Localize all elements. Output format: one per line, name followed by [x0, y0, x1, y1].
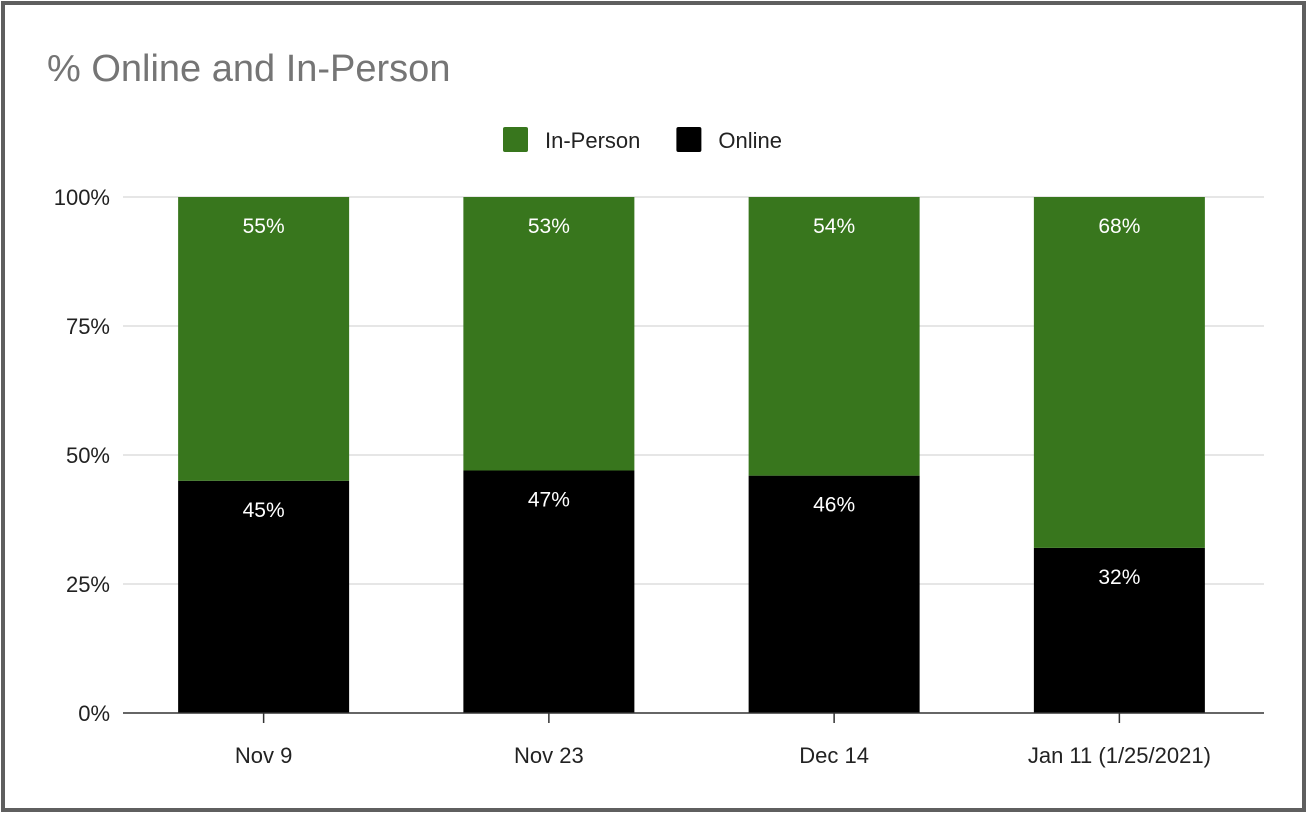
- data-label: 32%: [1098, 566, 1140, 589]
- axes: 0% 25% 50% 75% 100% Nov 9 Nov 23 Dec 14 Jan 11 (…: [54, 185, 1264, 768]
- data-label: 54%: [813, 215, 855, 238]
- data-label: 55%: [243, 215, 285, 238]
- bar-online-segment: [178, 480, 350, 713]
- x-tick-label: Nov 23: [514, 743, 584, 768]
- legend-swatch: [676, 127, 702, 152]
- legend: In-Person Online: [503, 127, 782, 153]
- bar-online-segment: [748, 475, 920, 713]
- bar-in-person-segment: [1033, 197, 1205, 548]
- legend-swatch: [503, 127, 528, 152]
- x-tick-label: Dec 14: [799, 743, 869, 768]
- bar-in-person-segment: [178, 197, 350, 481]
- bar-online-segment: [1033, 547, 1205, 713]
- data-labels: 45% 55% 47% 53% 46% 54% 32% 68%: [243, 215, 1141, 589]
- chart-title: % Online and In-Person: [47, 48, 451, 90]
- y-tick-label: 25%: [66, 572, 110, 597]
- data-label: 46%: [813, 494, 855, 517]
- x-tick-label: Nov 9: [235, 743, 292, 768]
- y-tick-label: 50%: [66, 443, 110, 468]
- legend-label: Online: [718, 128, 782, 153]
- bar-online-segment: [463, 470, 635, 713]
- data-label: 47%: [528, 488, 570, 511]
- bar-in-person-segment: [748, 197, 920, 476]
- bars: [178, 197, 1205, 713]
- data-label: 68%: [1098, 215, 1140, 238]
- data-label: 45%: [243, 499, 285, 522]
- y-tick-label: 75%: [66, 314, 110, 339]
- legend-label: In-Person: [545, 128, 640, 153]
- data-label: 53%: [528, 215, 570, 238]
- x-tick-label: Jan 11 (1/25/2021): [1028, 743, 1211, 768]
- bar-in-person-segment: [463, 197, 635, 471]
- y-tick-label: 100%: [54, 185, 110, 210]
- y-tick-label: 0%: [78, 701, 110, 726]
